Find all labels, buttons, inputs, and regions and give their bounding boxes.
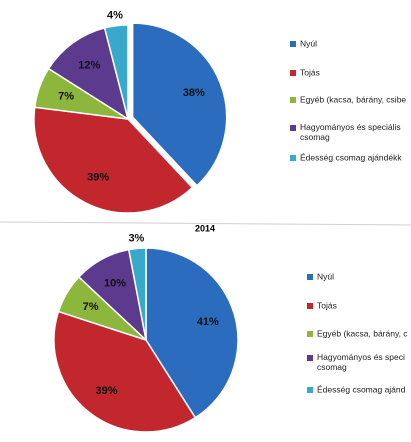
data-label: 12% — [78, 60, 100, 72]
data-label: 39% — [96, 385, 118, 397]
legend-swatch — [290, 125, 296, 131]
data-label: 38% — [183, 87, 205, 99]
legend-label: Hagyományos és speciális csomag — [300, 122, 401, 142]
pie-slice — [131, 22, 228, 187]
data-label: 7% — [83, 301, 99, 313]
legend-label: Tojás — [300, 67, 320, 77]
legend-swatch — [290, 155, 296, 161]
data-label: 39% — [87, 172, 109, 184]
pie-slice — [127, 247, 147, 341]
separator — [0, 221, 411, 226]
data-label: 41% — [197, 316, 219, 328]
pie-slice — [47, 27, 130, 121]
data-label: 10% — [104, 277, 126, 289]
data-label: 3% — [128, 232, 144, 244]
legend-label: Édesség csomag ajánd — [317, 384, 406, 394]
legend-swatch — [290, 70, 296, 76]
pie-slice — [103, 24, 129, 120]
legend-label: Egyéb (kacsa, bárány, csibe — [300, 94, 406, 104]
legend-swatch — [307, 355, 313, 361]
legend-swatch — [307, 331, 313, 337]
legend-label: Édesség csomag ajándékk — [300, 152, 402, 162]
legend-label: Nyúl — [317, 271, 334, 281]
legend-label: Nyúl — [300, 38, 317, 48]
legend-swatch — [307, 303, 313, 309]
legend-swatch — [290, 41, 296, 47]
legend-swatch — [290, 97, 296, 103]
legend-swatch — [307, 274, 313, 280]
data-label: 7% — [58, 91, 74, 103]
data-label: 4% — [107, 10, 123, 22]
pie-slice — [33, 106, 194, 214]
legend-label: Hagyományos és speci csomag — [317, 352, 405, 372]
legend-swatch — [307, 387, 313, 393]
legend-label: Egyéb (kacsa, bárány, c — [317, 328, 408, 338]
legend-label: Tojás — [317, 300, 337, 310]
pie-slice — [53, 310, 197, 433]
chart-title: 2014 — [195, 223, 215, 233]
